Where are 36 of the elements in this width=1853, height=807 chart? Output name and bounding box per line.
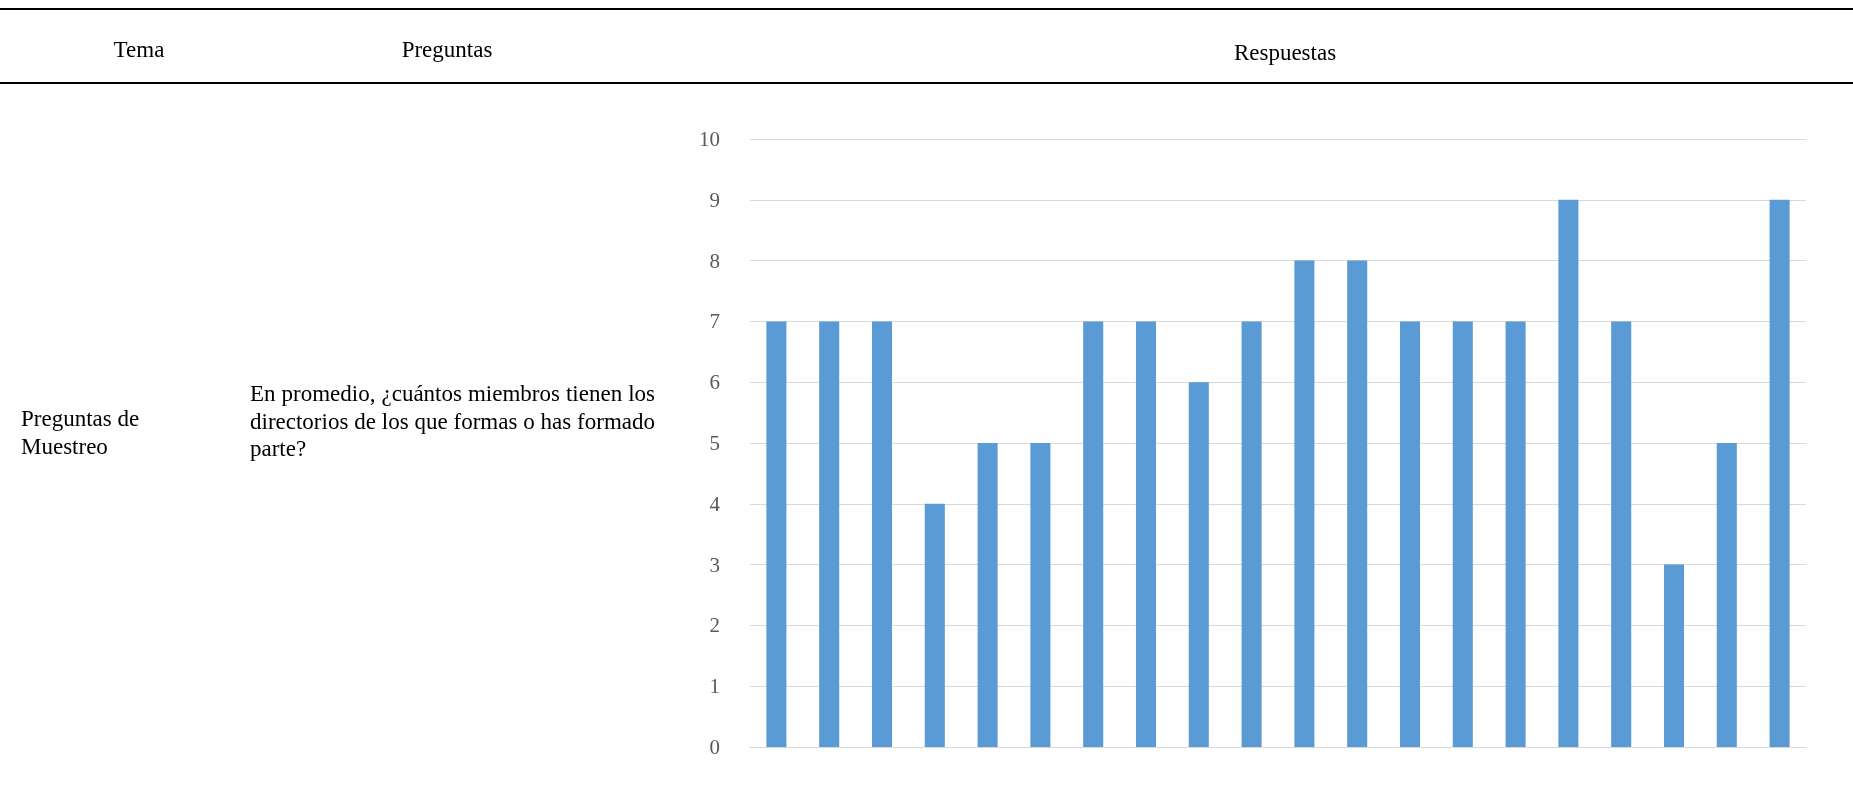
y-tick-label: 0 bbox=[709, 735, 720, 759]
text: Preguntas de Muestreo bbox=[21, 405, 141, 461]
bar bbox=[871, 321, 893, 747]
text: Preguntas bbox=[401, 36, 493, 64]
chart-title: Respuestas bbox=[1233, 40, 1337, 65]
text: En promedio, ¿cuántos miembros tienen los directorios de los que formas o has formado parte? bbox=[250, 380, 655, 463]
y-tick-label: 8 bbox=[709, 248, 720, 273]
y-tick-label: 4 bbox=[709, 491, 721, 516]
bar bbox=[819, 321, 840, 747]
bar bbox=[1083, 321, 1104, 747]
bar bbox=[1399, 321, 1421, 747]
y-tick-label: 9 bbox=[709, 187, 720, 212]
bar bbox=[1135, 321, 1157, 747]
text: Tema bbox=[113, 36, 165, 64]
bar bbox=[1505, 321, 1526, 747]
bar bbox=[924, 503, 945, 747]
bar bbox=[1663, 564, 1685, 747]
bar bbox=[1294, 260, 1315, 747]
bar bbox=[977, 443, 998, 747]
y-tick-label: 3 bbox=[709, 552, 720, 577]
bar bbox=[1716, 443, 1737, 747]
y-tick-label: 10 bbox=[699, 127, 720, 151]
bar bbox=[1347, 260, 1368, 747]
bar bbox=[1558, 199, 1579, 747]
bar bbox=[1241, 321, 1262, 747]
bar bbox=[1769, 199, 1790, 747]
y-tick-label: 2 bbox=[709, 613, 720, 638]
bar bbox=[1611, 321, 1632, 747]
bar bbox=[1030, 443, 1051, 747]
bar bbox=[1452, 321, 1473, 747]
y-tick-label: 5 bbox=[709, 431, 720, 455]
y-tick-label: 7 bbox=[709, 309, 720, 334]
bar bbox=[766, 321, 787, 747]
y-tick-label: 6 bbox=[709, 370, 720, 395]
bar bbox=[1188, 382, 1209, 747]
y-tick-label: 1 bbox=[709, 674, 720, 699]
